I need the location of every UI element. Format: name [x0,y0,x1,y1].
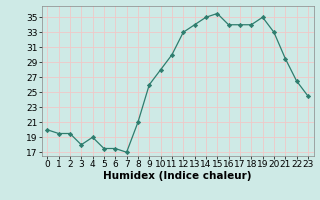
X-axis label: Humidex (Indice chaleur): Humidex (Indice chaleur) [103,171,252,181]
